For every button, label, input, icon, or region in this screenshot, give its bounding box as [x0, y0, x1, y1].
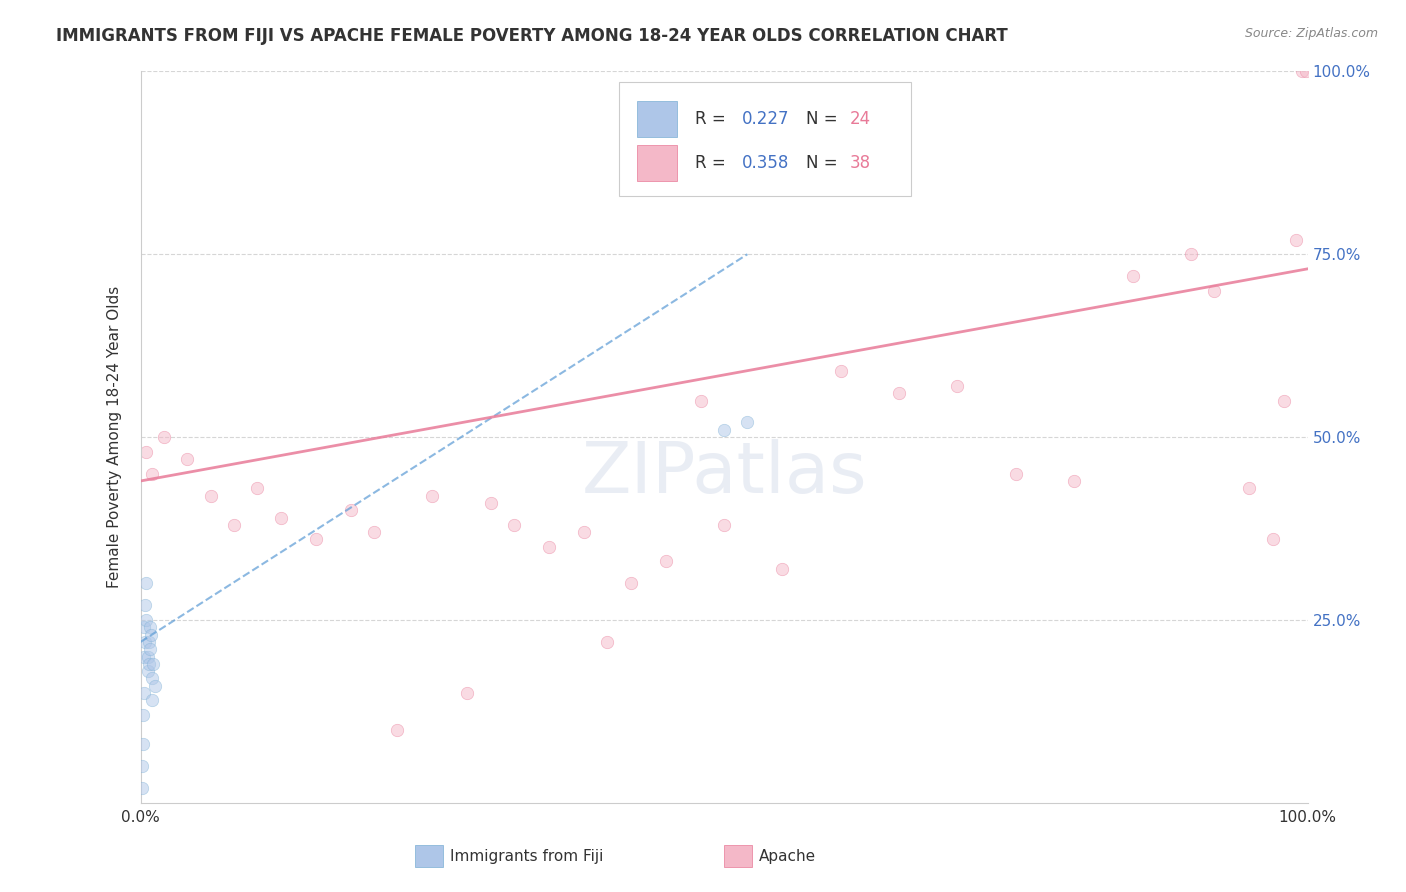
- Text: R =: R =: [695, 110, 731, 128]
- Point: [1204, 284, 1226, 298]
- Point: [246, 481, 269, 495]
- Point: [1063, 474, 1085, 488]
- Point: [479, 496, 502, 510]
- Bar: [637, 101, 678, 137]
- Point: [1180, 247, 1202, 261]
- Point: [713, 517, 735, 532]
- Point: [537, 540, 560, 554]
- Point: [135, 613, 157, 627]
- Point: [142, 657, 165, 671]
- Point: [596, 635, 619, 649]
- Point: [422, 489, 444, 503]
- Point: [1291, 64, 1313, 78]
- Point: [134, 599, 156, 613]
- Point: [131, 781, 153, 796]
- Point: [1295, 64, 1317, 78]
- Point: [139, 627, 162, 641]
- Point: [132, 737, 155, 751]
- Text: N =: N =: [806, 153, 842, 172]
- Point: [139, 642, 162, 657]
- FancyBboxPatch shape: [619, 82, 911, 195]
- Point: [305, 533, 328, 547]
- Point: [737, 416, 759, 430]
- Point: [200, 489, 222, 503]
- Point: [1285, 233, 1308, 247]
- Point: [655, 554, 678, 568]
- Point: [830, 364, 852, 378]
- Point: [141, 467, 163, 481]
- Point: [153, 430, 176, 444]
- Point: [134, 635, 156, 649]
- Point: [132, 686, 155, 700]
- Text: R =: R =: [695, 153, 731, 172]
- Text: Immigrants from Fiji: Immigrants from Fiji: [450, 849, 603, 863]
- Text: 38: 38: [851, 153, 872, 172]
- Point: [131, 759, 153, 773]
- Text: N =: N =: [806, 110, 842, 128]
- Bar: [415, 845, 443, 867]
- Point: [620, 576, 643, 591]
- Point: [135, 444, 157, 458]
- Point: [135, 576, 157, 591]
- Point: [138, 657, 160, 671]
- Text: 0.358: 0.358: [741, 153, 789, 172]
- Point: [138, 635, 160, 649]
- Text: Source: ZipAtlas.com: Source: ZipAtlas.com: [1244, 27, 1378, 40]
- Point: [222, 517, 245, 532]
- Text: 0.227: 0.227: [741, 110, 789, 128]
- Y-axis label: Female Poverty Among 18-24 Year Olds: Female Poverty Among 18-24 Year Olds: [107, 286, 122, 588]
- Point: [503, 517, 526, 532]
- Point: [132, 620, 155, 634]
- Point: [176, 452, 198, 467]
- Text: IMMIGRANTS FROM FIJI VS APACHE FEMALE POVERTY AMONG 18-24 YEAR OLDS CORRELATION : IMMIGRANTS FROM FIJI VS APACHE FEMALE PO…: [56, 27, 1008, 45]
- Point: [363, 525, 385, 540]
- Point: [713, 423, 735, 437]
- Point: [1272, 393, 1295, 408]
- Point: [1005, 467, 1028, 481]
- Point: [387, 723, 409, 737]
- Point: [889, 386, 911, 401]
- Point: [1122, 269, 1144, 284]
- Point: [139, 620, 162, 634]
- Point: [572, 525, 595, 540]
- Point: [141, 672, 163, 686]
- Point: [1239, 481, 1261, 495]
- Point: [339, 503, 361, 517]
- Point: [132, 649, 155, 664]
- Point: [136, 664, 159, 678]
- Point: [132, 708, 155, 723]
- Point: [456, 686, 478, 700]
- Text: ZIPatlas: ZIPatlas: [581, 439, 868, 508]
- Text: Apache: Apache: [759, 849, 817, 863]
- Point: [143, 679, 166, 693]
- Point: [1261, 533, 1284, 547]
- Bar: [637, 145, 678, 181]
- Point: [689, 393, 711, 408]
- Point: [141, 693, 163, 707]
- Point: [772, 562, 794, 576]
- Point: [270, 510, 292, 524]
- Point: [136, 649, 159, 664]
- Bar: [724, 845, 752, 867]
- Text: 24: 24: [851, 110, 872, 128]
- Point: [946, 379, 969, 393]
